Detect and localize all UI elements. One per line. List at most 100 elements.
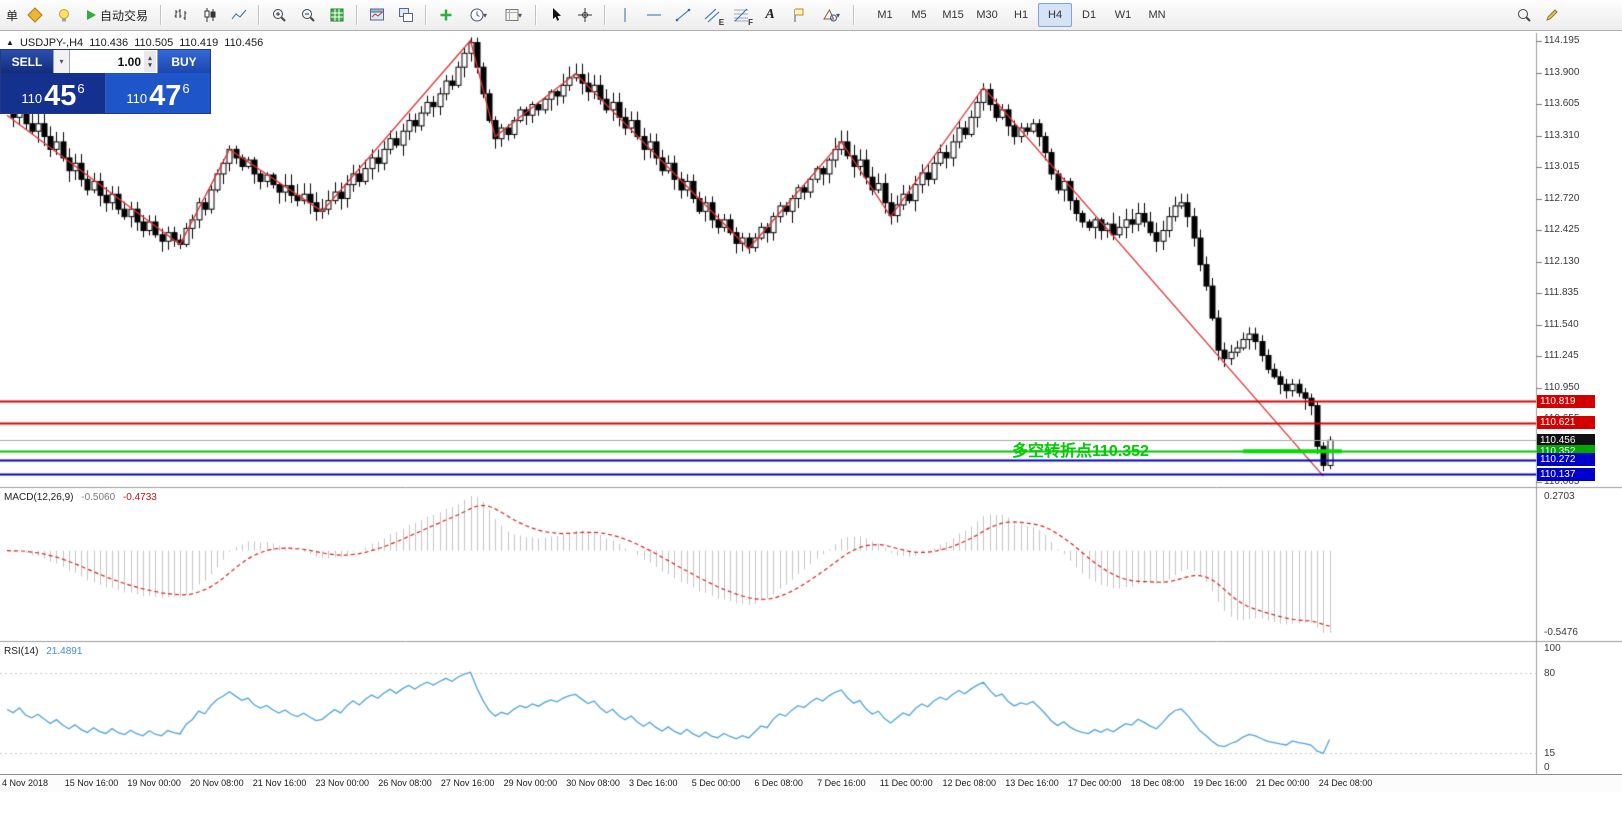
edit-button[interactable] (1538, 2, 1566, 28)
bulb-icon (56, 7, 72, 23)
grid-icon (329, 7, 345, 23)
zoom-out-icon (300, 7, 316, 23)
periods-button[interactable]: ▾ (461, 2, 495, 28)
price-scale-label: 111.540 (1544, 318, 1579, 330)
new-chart-window-button[interactable] (363, 2, 391, 28)
price-scale-label: 112.720 (1544, 192, 1580, 204)
timeframe-button-m30[interactable]: M30 (976, 9, 998, 21)
timeframe-button-d1[interactable]: D1 (1082, 9, 1097, 21)
bar-chart-button[interactable] (167, 2, 195, 28)
sell-button[interactable]: SELL (1, 50, 53, 73)
fibonacci-icon (733, 7, 749, 23)
high-value: 110.505 (134, 37, 174, 49)
chart-ohlc-readout: ▲ USDJPY-,H4 110.436 110.505 110.419 110… (6, 37, 266, 49)
rsi-indicator-label: RSI(14) 21.4891 (4, 646, 82, 657)
buy-price-prefix: 110 (126, 91, 148, 106)
time-axis-label: 30 Nov 08:00 (566, 778, 620, 788)
add-indicator-button[interactable] (432, 2, 460, 28)
cascade-windows-button[interactable] (392, 2, 420, 28)
templates-button[interactable]: ▾ (496, 2, 530, 28)
macd-signal-value: -0.4733 (122, 492, 157, 503)
shapes-icon (822, 7, 838, 23)
chevron-down-icon: ▾ (836, 10, 841, 20)
search-icon (1516, 7, 1532, 23)
macd-name: MACD(12,26,9) (4, 492, 74, 503)
volume-input[interactable]: 1.00 ▴ ▾ (70, 50, 158, 73)
new-order-button[interactable] (21, 2, 49, 28)
volume-stepper[interactable]: ▴ ▾ (144, 51, 156, 72)
zoom-in-button[interactable] (265, 2, 293, 28)
label-icon (791, 7, 807, 23)
pencil-icon (1544, 7, 1560, 23)
price-scale-label: 113.310 (1544, 129, 1580, 141)
text-tool-icon: A (765, 7, 775, 22)
rsi-axis-label: 100 (1544, 643, 1561, 654)
shapes-tool-button[interactable]: ▾ (814, 2, 848, 28)
trendline-tool-button[interactable] (669, 2, 697, 28)
horizontal-line-tool-button[interactable] (640, 2, 668, 28)
time-axis-label: 19 Nov 00:00 (127, 778, 181, 788)
price-scale-label: 113.605 (1544, 98, 1580, 109)
plus-icon (438, 7, 454, 23)
time-axis-label: 19 Dec 16:00 (1193, 778, 1247, 788)
buy-button[interactable]: BUY (158, 50, 210, 73)
time-axis-label: 11 Dec 00:00 (879, 778, 933, 788)
strategy-tester-button[interactable] (50, 2, 78, 28)
channel-tool-button[interactable]: E (698, 2, 726, 28)
tile-windows-button[interactable] (323, 2, 351, 28)
auto-trading-button[interactable]: 自动交易 (79, 2, 155, 28)
time-axis-label: 7 Dec 16:00 (817, 778, 866, 788)
chevron-down-icon: ▾ (518, 10, 523, 20)
price-scale-label: 112.130 (1544, 255, 1580, 267)
vertical-line-tool-button[interactable] (611, 2, 639, 28)
time-axis-label: 5 Dec 00:00 (691, 778, 741, 788)
time-axis-label: 27 Nov 16:00 (440, 778, 495, 788)
collapse-arrow-icon[interactable]: ▲ (6, 38, 14, 47)
price-scale-label: 111.245 (1544, 350, 1579, 361)
time-axis-label: 23 Nov 00:00 (315, 778, 370, 788)
time-axis[interactable]: 4 Nov 2018 15 Nov 16:00 19 Nov 00:00 20 Nov… (0, 774, 1622, 792)
fibonacci-tool-button[interactable]: F (727, 2, 755, 28)
cursor-tool-button[interactable] (542, 2, 570, 28)
stepper-down-icon[interactable]: ▾ (148, 61, 152, 69)
new-order-label[interactable]: 单 (6, 8, 19, 23)
line-chart-button[interactable] (225, 2, 253, 28)
timeframe-button-m15[interactable]: M15 (942, 9, 964, 21)
price-scale-label: 114.195 (1544, 35, 1580, 46)
time-axis-label: 18 Dec 08:00 (1130, 778, 1185, 788)
buy-quote[interactable]: 110 47 6 (106, 73, 210, 113)
pivot-annotation-text: 多空转折点110.352 (1012, 443, 1149, 460)
timeframe-button-h1[interactable]: H1 (1014, 9, 1029, 21)
timeframe-button-m5[interactable]: M5 (911, 9, 927, 21)
buy-price-sup: 6 (182, 81, 190, 96)
timeframe-button-mn[interactable]: MN (1148, 9, 1166, 21)
stepper-up-icon[interactable]: ▴ (148, 54, 152, 62)
bar-chart-icon (173, 7, 189, 23)
search-button[interactable] (1510, 2, 1538, 28)
toolbar-separator (258, 5, 261, 25)
crosshair-tool-button[interactable] (571, 2, 599, 28)
time-axis-label: 26 Nov 08:00 (378, 778, 432, 788)
time-axis-label: 17 Dec 00:00 (1067, 778, 1122, 788)
price-scale-label: 110.065 (1544, 476, 1580, 487)
crosshair-icon (577, 7, 593, 23)
timeframe-button-m1[interactable]: M1 (877, 9, 893, 21)
price-tag: 110.272 (1537, 453, 1595, 467)
text-tool-button[interactable]: A (756, 2, 784, 28)
text-label-tool-button[interactable] (785, 2, 813, 28)
volume-preset-dropdown[interactable]: ▾ (53, 50, 70, 73)
timeframe-button-h4[interactable]: H4 (1038, 3, 1073, 27)
timeframe-button-w1[interactable]: W1 (1114, 9, 1132, 21)
price-scale-label: 111.835 (1544, 287, 1579, 298)
sell-quote[interactable]: 110 45 6 (1, 73, 106, 113)
toolbar-separator (535, 5, 538, 25)
macd-axis-label: -0.5476 (1544, 627, 1578, 638)
one-click-trading-panel: SELL ▾ 1.00 ▴ ▾ BUY 110 45 6 110 47 6 (0, 49, 211, 114)
symbol-label: USDJPY-,H4 (19, 37, 84, 49)
sell-price-prefix: 110 (21, 91, 43, 106)
sell-price-big: 45 (44, 80, 77, 112)
time-axis-label: 6 Dec 08:00 (754, 778, 803, 788)
zoom-out-button[interactable] (294, 2, 322, 28)
candlestick-chart-button[interactable] (196, 2, 224, 28)
